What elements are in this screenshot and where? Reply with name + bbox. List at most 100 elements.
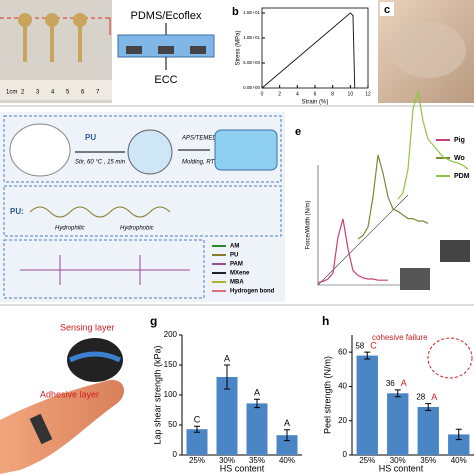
legend-label: Hydrogen bond: [230, 289, 275, 295]
axes: [317, 165, 413, 286]
x-axis-label: HS content: [379, 463, 424, 473]
flask: [127, 129, 173, 175]
y-tick-label: 40: [338, 382, 347, 391]
y-tick-label: 50: [168, 420, 177, 429]
zoom: [67, 338, 123, 382]
legend-label: Wo: [454, 155, 465, 162]
data-line: [317, 218, 388, 284]
layer-label: PDMS/Ecoflex: [131, 10, 202, 22]
y-tick-label: 20: [338, 416, 347, 425]
hand: [0, 379, 125, 474]
x-tick-label: 4: [296, 91, 299, 97]
x-tick-label: 2: [278, 91, 281, 97]
chain: [29, 206, 171, 218]
legend-label: MBA: [230, 280, 244, 286]
x-tick-label: 6: [314, 91, 317, 97]
error-bar: [394, 389, 401, 398]
significance-letter: A: [431, 392, 437, 402]
ruler-label: 2: [21, 90, 25, 96]
x-tick-label: 30%: [390, 456, 406, 465]
panel-label: e: [295, 126, 301, 138]
y-tick-label: 0.0E+00: [243, 85, 260, 90]
error-bar: [425, 403, 432, 411]
panel-label: h: [322, 314, 329, 328]
x-tick-label: 35%: [420, 456, 436, 465]
y-tick-label: 5.0E+00: [243, 60, 260, 65]
x-tick-label: 12: [365, 91, 371, 97]
panel-label: c: [384, 4, 390, 16]
monomers: [9, 123, 71, 177]
ruler-label: 5: [66, 90, 70, 96]
electrodes: [18, 13, 87, 62]
ruler-label: 1cm: [6, 90, 17, 96]
device: [29, 413, 53, 445]
bar: [246, 403, 268, 455]
legend-label: MXene: [230, 271, 250, 277]
x-axis-label: HS content: [220, 463, 265, 473]
label: Hydrophobic: [120, 226, 154, 232]
label: Hydrophilic: [55, 226, 85, 232]
x-tick-label: 8: [331, 91, 334, 97]
ruler: [0, 80, 112, 100]
error-bar: [284, 429, 290, 442]
photo: [440, 240, 470, 262]
bar: [186, 429, 208, 455]
y-tick-label: 0: [173, 450, 178, 459]
ruler-label: 7: [96, 90, 100, 96]
box: [3, 239, 205, 299]
y-tick-label: 150: [164, 360, 178, 369]
x-tick-label: 25%: [359, 456, 375, 465]
x-tick-label: 25%: [189, 456, 205, 465]
label: PU: [85, 133, 96, 142]
ruler-label: 4: [51, 90, 55, 96]
label: Adhesive layer: [40, 389, 99, 399]
value-label: 58: [355, 341, 364, 350]
significance-letter: A: [224, 353, 230, 363]
y-tick-label: 100: [164, 390, 178, 399]
arrow: [105, 17, 111, 35]
bar: [276, 435, 298, 455]
x-tick-label: 35%: [249, 456, 265, 465]
data-line: [261, 12, 356, 89]
bar: [216, 377, 238, 455]
error-bar: [254, 398, 260, 409]
plot-frame: [261, 7, 369, 89]
error-bar: [194, 425, 200, 433]
y-tick-label: 0: [343, 450, 348, 459]
x-tick-label: 40%: [279, 456, 295, 465]
label: Stir, 60 °C , 15 min: [75, 160, 126, 166]
y-tick-label: 1.5E+01: [243, 10, 260, 15]
label: Sensing layer: [60, 322, 115, 332]
error-bar: [364, 351, 371, 360]
legend-label: AM: [230, 244, 239, 250]
significance-letter: C: [370, 341, 377, 351]
y-axis-label: Stress (MPa): [236, 30, 242, 65]
sensing-layer: [68, 351, 122, 363]
legend-label: PDM: [454, 173, 470, 180]
error-bar: [224, 364, 230, 390]
photo: [400, 268, 430, 290]
y-axis-label: Peel strength (N/m): [322, 356, 332, 434]
label: APS/TEMED: [181, 136, 217, 142]
x-axis-label: Strain (%): [302, 100, 329, 106]
network: [20, 255, 190, 285]
legend-label: PAM: [230, 262, 243, 268]
bar: [448, 434, 470, 455]
panel-label: g: [150, 314, 157, 328]
legend-label: PU: [230, 253, 238, 259]
value-label: 28: [416, 393, 425, 402]
y-tick-label: 200: [164, 330, 178, 339]
error-bar: [455, 428, 462, 441]
x-tick-label: 30%: [219, 456, 235, 465]
significance-letter: A: [284, 418, 290, 428]
y-tick-label: 1.0E+01: [243, 35, 260, 40]
hydrogel: [214, 129, 278, 171]
bar: [387, 393, 409, 455]
box: [3, 185, 282, 237]
panel-label: b: [232, 6, 239, 18]
box: [3, 115, 282, 183]
electrodes: [126, 46, 206, 54]
data-line: [357, 154, 429, 240]
data-line: [397, 90, 469, 200]
